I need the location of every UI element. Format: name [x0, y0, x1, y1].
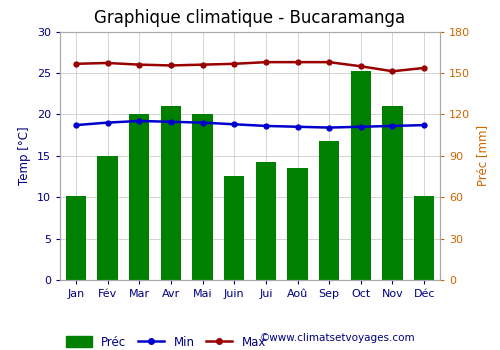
Bar — [256, 162, 276, 280]
Bar — [382, 106, 403, 280]
Bar — [160, 106, 181, 280]
Bar — [414, 196, 434, 280]
Bar — [287, 168, 308, 280]
Y-axis label: Préc [mm]: Préc [mm] — [476, 125, 488, 186]
Bar — [192, 114, 213, 280]
Bar — [66, 196, 86, 280]
Y-axis label: Temp [°C]: Temp [°C] — [18, 126, 32, 185]
Legend: Préc, Min, Max: Préc, Min, Max — [66, 336, 266, 349]
Bar — [319, 141, 340, 280]
Bar — [350, 71, 371, 280]
Bar — [129, 114, 150, 280]
Title: Graphique climatique - Bucaramanga: Graphique climatique - Bucaramanga — [94, 9, 406, 27]
Text: ©www.climatsetvoyages.com: ©www.climatsetvoyages.com — [260, 333, 416, 343]
Bar — [97, 156, 118, 280]
Bar — [224, 176, 244, 280]
